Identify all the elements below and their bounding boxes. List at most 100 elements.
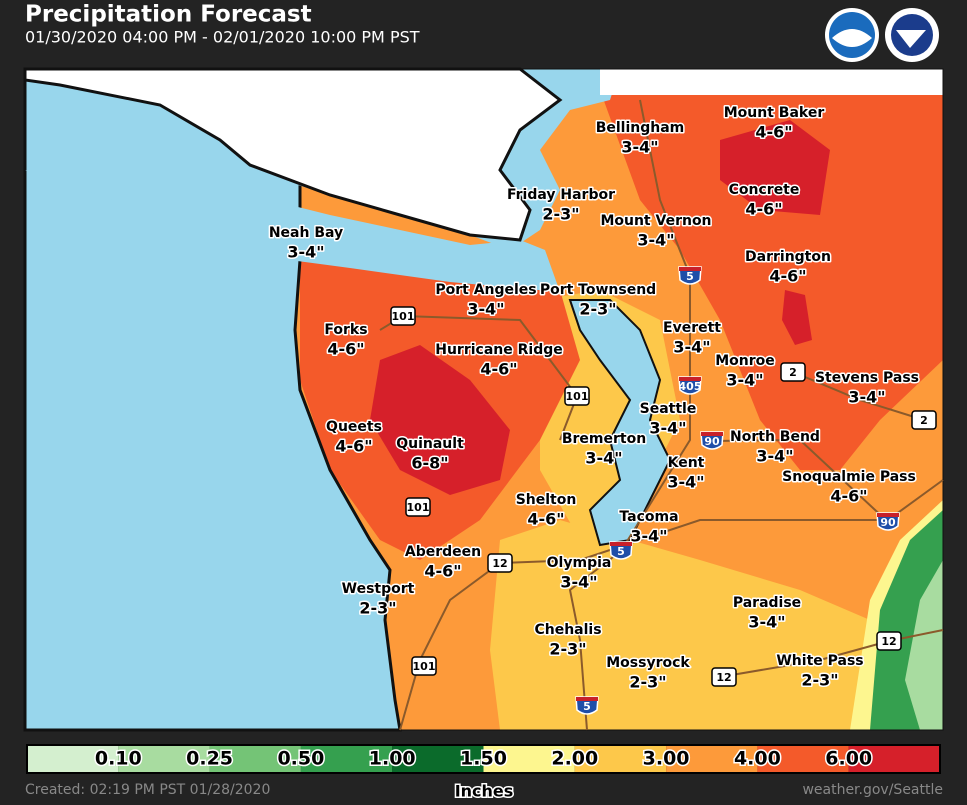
legend-label: 1.00 [369,748,416,770]
legend-label: 3.00 [643,748,690,770]
legend-label: 4.00 [734,748,781,770]
location-amount: 3-4" [287,243,324,262]
legend-label: 0.50 [277,748,324,770]
legend-label: 0.25 [186,748,233,770]
location-amount: 3-4" [848,388,885,407]
location-amount: 3-4" [667,473,704,492]
location-amount: 4-6" [424,562,461,581]
location-name: Shelton [516,492,577,508]
shield-number: 101 [407,501,430,514]
location-name: Mossyrock [606,655,690,671]
location-amount: 3-4" [585,449,622,468]
legend-swatch [757,745,849,773]
shield-number: 5 [583,700,591,713]
interstate-shield [876,512,900,531]
us-shield [711,667,737,687]
location-name: Port Angeles [435,282,536,298]
us-shield [487,553,513,573]
location-amount: 3-4" [467,300,504,319]
legend-label: 6.00 [825,748,872,770]
legend: 0.10 0.25 0.50 1.00 1.50 2.00 3.00 4.00 6.00 [26,744,941,774]
location-name: Snoqualmie Pass [782,469,916,485]
shield-number: 90 [880,516,896,529]
shield-number: 5 [617,545,625,558]
interstate-shield [609,541,633,560]
interstate-shield [678,376,702,395]
legend-swatch [392,745,484,773]
location-name: Paradise [733,595,801,611]
location-amount: 3-4" [756,447,793,466]
shield-number: 101 [392,310,415,323]
highway [719,629,944,678]
shield-number: 12 [492,557,507,570]
location-name: Mount Baker [724,105,825,121]
location-name: Bellingham [596,120,685,136]
canada-east [600,69,943,95]
location-amount: 2-3" [542,205,579,224]
shield-number: 2 [789,366,797,379]
legend-swatch [574,745,667,773]
interstate-shield-top [576,697,598,701]
map-border [24,68,944,731]
location-amount: 4-6" [335,437,372,456]
location-amount: 4-6" [769,267,806,286]
us-shield [390,306,416,326]
location-amount: 3-4" [649,419,686,438]
source: weather.gov/Seattle [802,782,943,798]
location-amount: 4-6" [830,487,867,506]
location-amount: 3-4" [637,231,674,250]
interstate-shield [700,431,724,450]
shield-number: 12 [716,671,731,684]
location-name: Neah Bay [269,225,343,241]
shield-number: 405 [679,380,702,393]
legend-label: 2.00 [551,748,598,770]
location-name: Darrington [745,249,831,265]
legend-swatch [209,745,301,773]
location-amount: 3-4" [560,573,597,592]
legend-swatch [300,745,393,773]
legend-unit: Inches [455,782,514,801]
title: Precipitation Forecast [25,2,312,28]
location-amount: 3-4" [748,613,785,632]
shield-number: 2 [920,414,928,427]
legend-swatch [666,745,758,773]
location-name: Friday Harbor [507,187,615,203]
location-amount: 4-6" [745,200,782,219]
legend-swatch [27,745,119,773]
legend-swatch [848,745,940,773]
location-name: Hurricane Ridge [435,342,563,358]
location-name: Port Townsend [540,282,656,298]
canada [23,67,563,242]
location-name: Bremerton [562,431,646,447]
logos [825,8,939,62]
location-name: Queets [326,419,382,435]
interstate-shield-top [701,432,723,436]
interstate-shield-top [679,267,701,271]
location-name: Concrete [729,182,800,198]
interstate-shield-top [610,542,632,546]
location-name: Everett [663,320,721,336]
location-amount: 6-8" [411,454,448,473]
location-name: Forks [324,322,367,338]
location-name: Kent [668,455,705,471]
location-amount: 4-6" [755,123,792,142]
location-amount: 4-6" [327,340,364,359]
legend-swatch [118,745,210,773]
location-name: Tacoma [619,509,678,525]
interstate-shield-top [877,513,899,517]
strait-juan-de-fuca [25,170,560,292]
highway [399,479,944,731]
location-name: Olympia [547,555,612,571]
legend-label: 1.50 [460,748,507,770]
location-amount: 3-4" [630,527,667,546]
us-shield [876,631,902,651]
location-amount: 3-4" [673,338,710,357]
legend-border [26,744,941,774]
location-name: Aberdeen [405,544,481,560]
us-shield [411,656,437,676]
shield-number: 101 [413,660,436,673]
created: Created: 02:19 PM PST 01/28/2020 [25,782,270,798]
location-name: Quinault [396,436,464,452]
